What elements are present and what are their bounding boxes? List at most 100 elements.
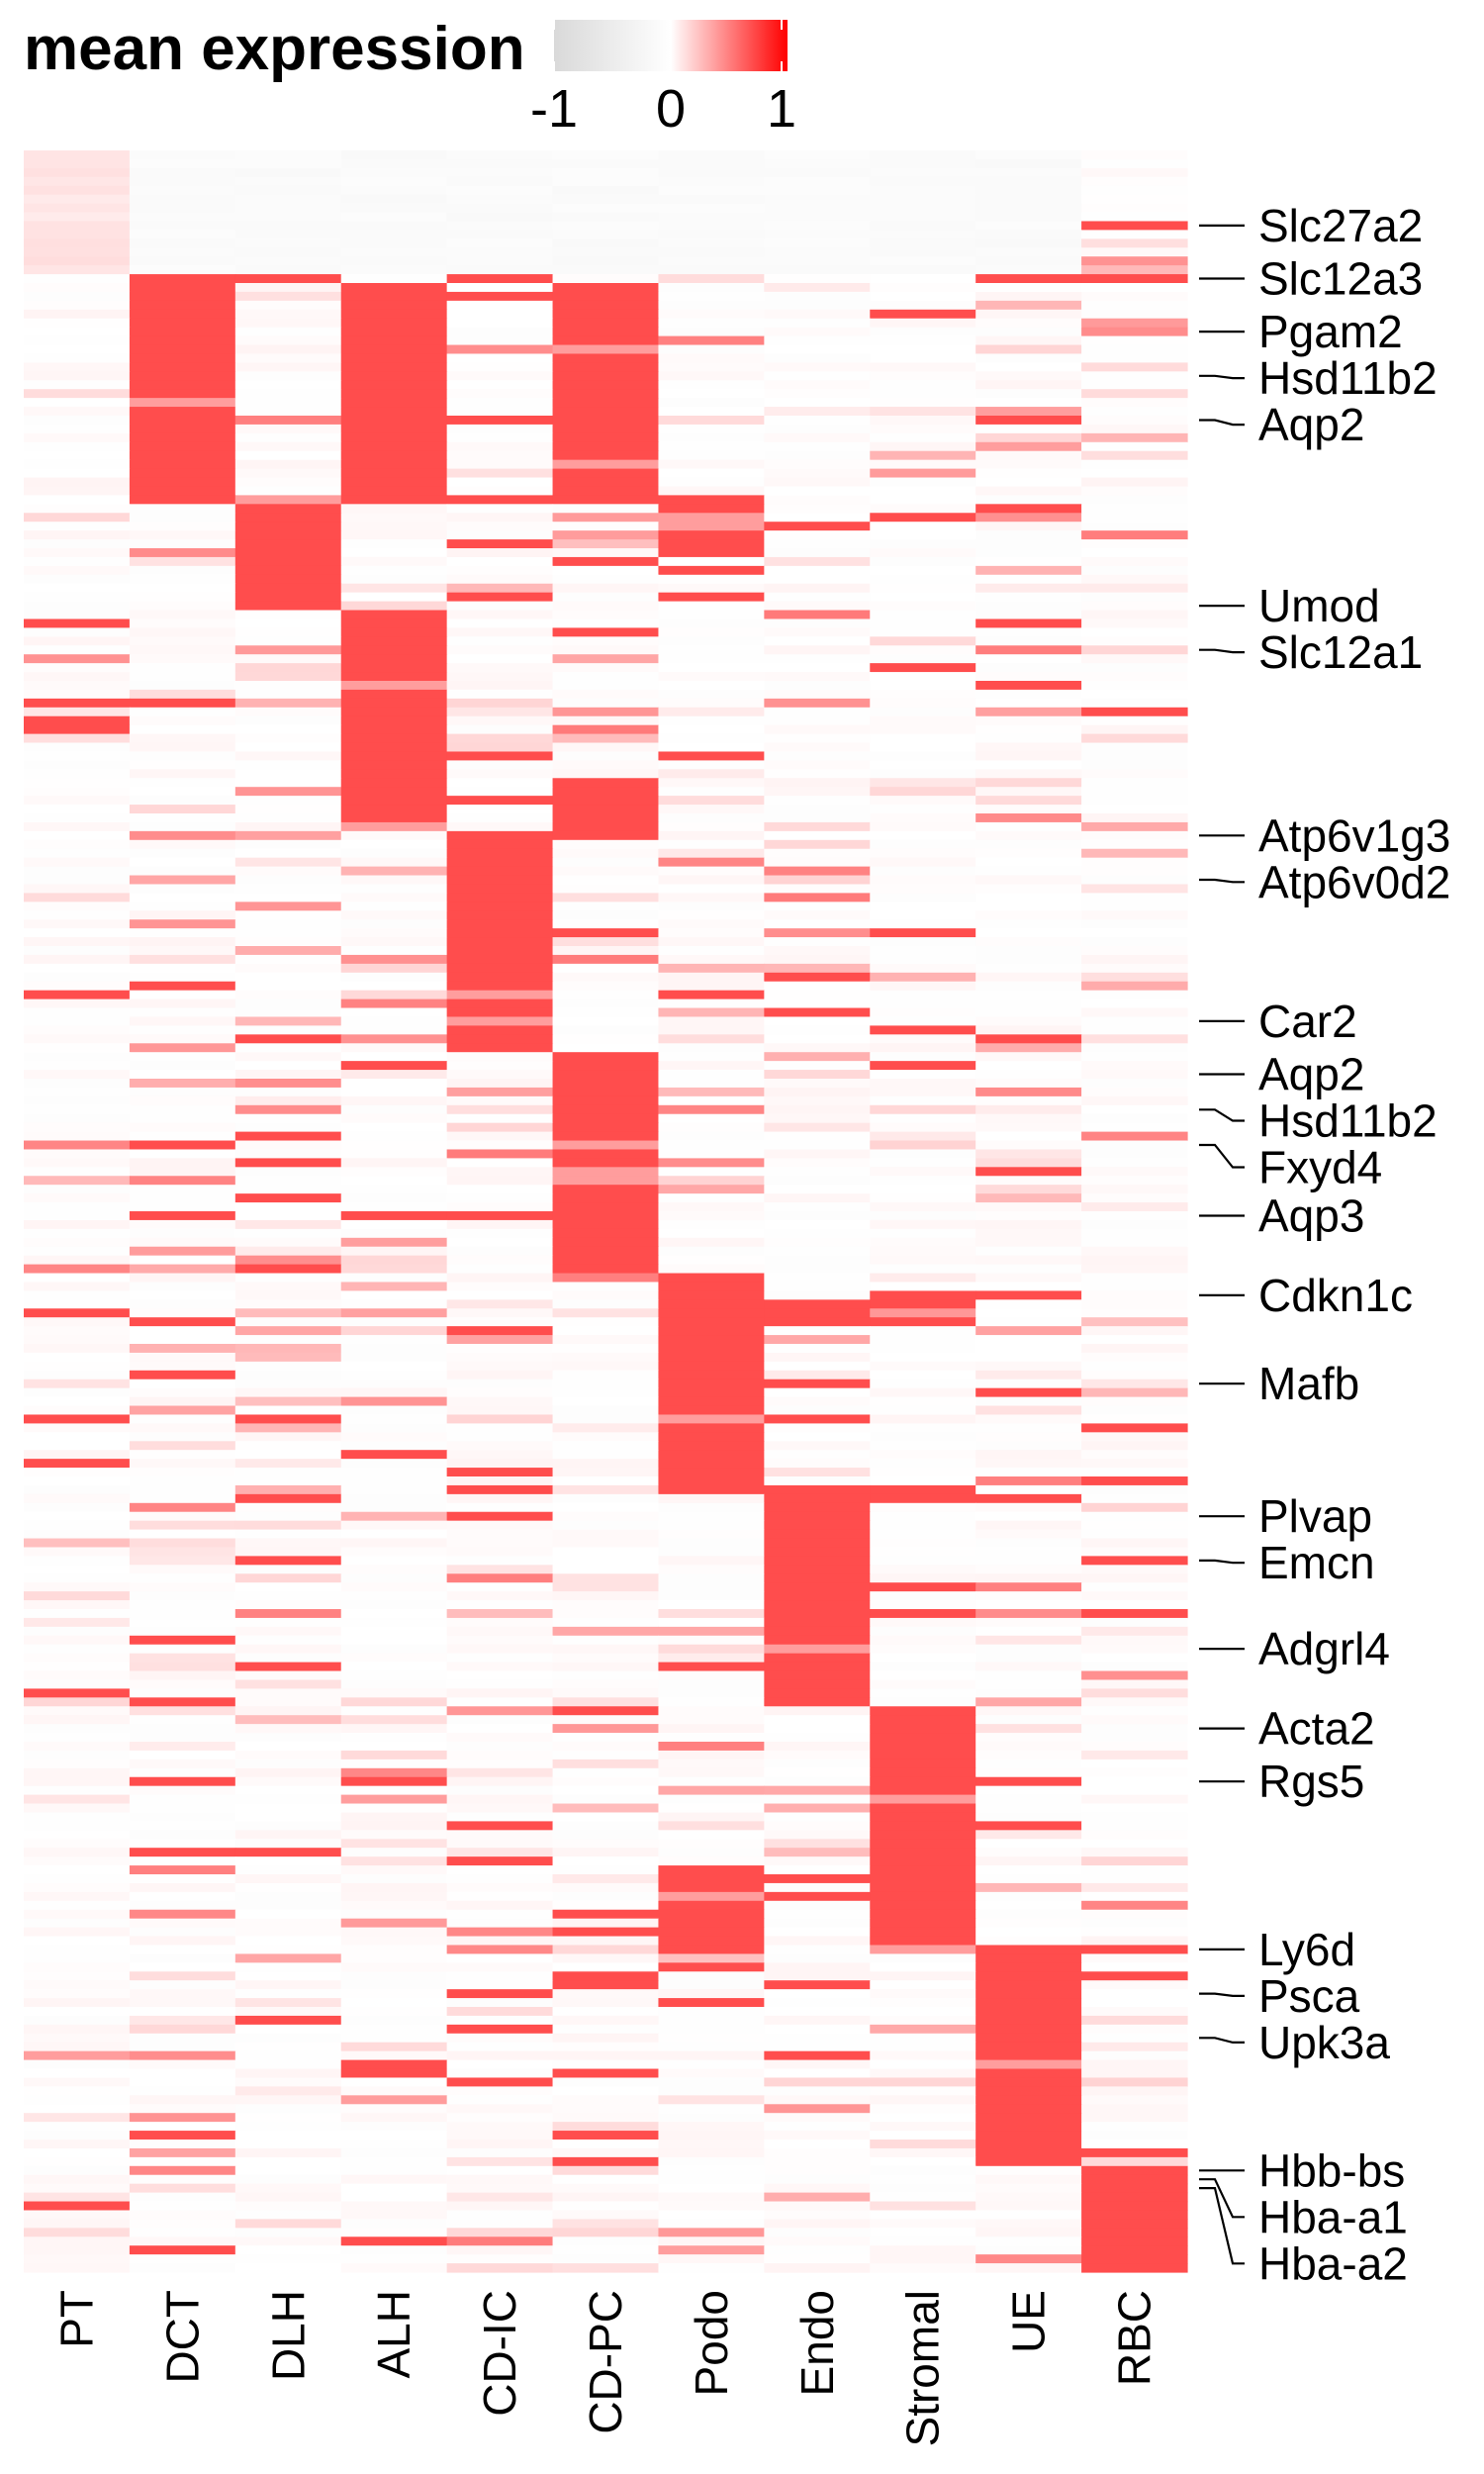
heatmap-cell	[24, 1609, 131, 1619]
legend-tick-label: -1	[530, 79, 578, 139]
heatmap-cell	[446, 1149, 554, 1159]
heatmap-cell	[1081, 1441, 1188, 1451]
heatmap-cell	[975, 300, 1082, 311]
heatmap-cell	[1081, 1724, 1188, 1734]
heatmap-cell	[658, 1679, 765, 1689]
heatmap-cell	[129, 627, 236, 637]
heatmap-cell	[129, 830, 236, 841]
heatmap-cell	[975, 309, 1082, 320]
heatmap-cell	[1081, 1900, 1188, 1911]
heatmap-cell	[234, 954, 342, 965]
heatmap-cell	[234, 486, 342, 496]
heatmap-cell	[764, 2156, 871, 2167]
heatmap-cell	[658, 954, 765, 965]
heatmap-cell	[658, 760, 765, 770]
heatmap-cell	[1081, 1733, 1188, 1743]
heatmap-cell	[24, 733, 131, 744]
heatmap-cell	[129, 610, 236, 620]
heatmap-cell	[764, 796, 871, 806]
heatmap-cell	[1081, 1219, 1188, 1230]
heatmap-cell	[129, 1317, 236, 1327]
heatmap-cell	[870, 592, 976, 603]
heatmap-cell	[764, 1149, 871, 1159]
heatmap-cell	[24, 1803, 131, 1814]
heatmap-cell	[658, 468, 765, 479]
heatmap-cell	[975, 1936, 1082, 1947]
heatmap-cell	[975, 221, 1082, 231]
heatmap-cell	[129, 1140, 236, 1151]
heatmap-cell	[552, 1317, 660, 1327]
heatmap-cell	[552, 1617, 660, 1628]
heatmap-cell	[975, 1839, 1082, 1849]
heatmap-cell	[764, 389, 871, 399]
heatmap-cell	[1081, 1095, 1188, 1106]
heatmap-cell	[764, 1767, 871, 1778]
heatmap-cell	[1081, 300, 1188, 311]
heatmap-cell	[446, 1511, 554, 1522]
heatmap-cell	[552, 884, 660, 894]
heatmap-cell	[658, 1848, 765, 1857]
heatmap-cell	[446, 990, 554, 1000]
heatmap-cell	[24, 1724, 131, 1734]
heatmap-cell	[764, 1538, 871, 1549]
heatmap-cell	[234, 2033, 342, 2044]
heatmap-cell	[870, 866, 976, 877]
heatmap-cell	[658, 380, 765, 390]
heatmap-cell	[870, 1662, 976, 1672]
heatmap-cell	[340, 1299, 448, 1309]
heatmap-cell	[340, 1432, 448, 1442]
heatmap-cell	[234, 636, 342, 646]
heatmap-cell	[340, 981, 448, 992]
heatmap-cell	[975, 1529, 1082, 1540]
heatmap-cell	[658, 398, 765, 408]
heatmap-cell	[24, 256, 131, 266]
heatmap-cell	[975, 707, 1082, 717]
heatmap-cell	[975, 1511, 1082, 1522]
heatmap-cell	[340, 548, 448, 558]
heatmap-cell	[446, 805, 554, 814]
heatmap-cell	[340, 194, 448, 205]
heatmap-cell	[764, 238, 871, 248]
heatmap-cell	[24, 424, 131, 434]
heatmap-cell	[446, 1848, 554, 1857]
heatmap-cell	[552, 1803, 660, 1814]
heatmap-cell	[24, 1927, 131, 1938]
heatmap-cell	[234, 1812, 342, 1822]
heatmap-cell	[1081, 1547, 1188, 1557]
heatmap-cell	[552, 1848, 660, 1857]
heatmap-cell	[24, 1653, 131, 1664]
heatmap-cell	[870, 1290, 976, 1300]
heatmap-cell	[234, 1282, 342, 1291]
heatmap-cell	[24, 1953, 131, 1963]
heatmap-cell	[658, 1617, 765, 1628]
heatmap-cell	[340, 857, 448, 868]
heatmap-cell	[340, 2015, 448, 2026]
heatmap-cell	[764, 2042, 871, 2052]
heatmap-cell	[234, 1326, 342, 1336]
heatmap-cell	[129, 1273, 236, 1284]
heatmap-cell	[446, 893, 554, 903]
heatmap-cell	[764, 1070, 871, 1080]
heatmap-cell	[340, 1308, 448, 1318]
heatmap-cell	[658, 371, 765, 381]
heatmap-cell	[975, 2236, 1082, 2246]
heatmap-cell	[1081, 2147, 1188, 2158]
heatmap-cell	[975, 1335, 1082, 1345]
heatmap-cell	[446, 610, 554, 620]
heatmap-cell	[24, 194, 131, 205]
heatmap-cell	[658, 1228, 765, 1239]
heatmap-cell	[446, 1679, 554, 1689]
heatmap-cell	[658, 592, 765, 603]
heatmap-cell	[446, 999, 554, 1009]
heatmap-cell	[658, 1414, 765, 1424]
heatmap-cell	[552, 1556, 660, 1566]
heatmap-cell	[234, 424, 342, 434]
heatmap-cell	[870, 2122, 976, 2132]
heatmap-cell	[870, 1158, 976, 1168]
heatmap-cell	[340, 1839, 448, 1849]
heatmap-cell	[658, 1538, 765, 1549]
heatmap-cell	[1081, 1882, 1188, 1893]
heatmap-cell	[975, 1176, 1082, 1186]
heatmap-cell	[552, 495, 660, 505]
heatmap-cell	[870, 1484, 976, 1495]
